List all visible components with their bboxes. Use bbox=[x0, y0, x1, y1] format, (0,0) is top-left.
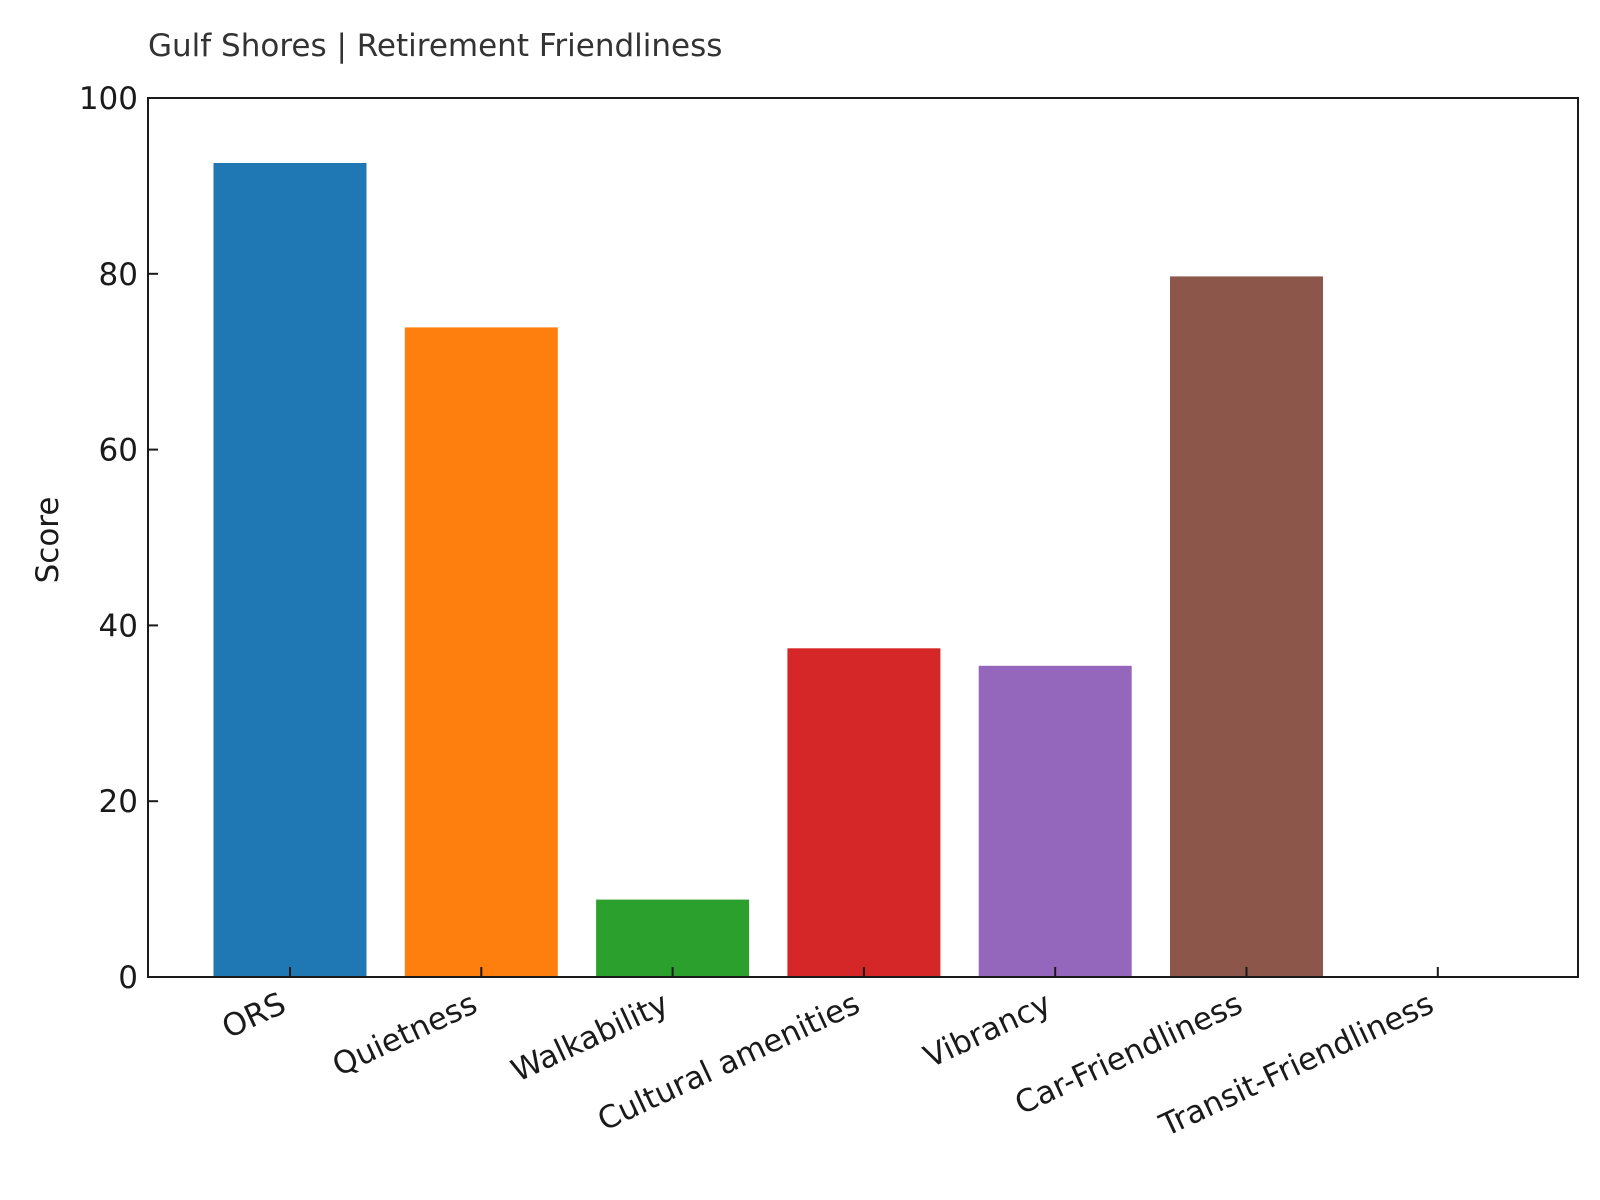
bar-vibrancy bbox=[978, 665, 1132, 977]
y-tick-label: 60 bbox=[99, 433, 138, 469]
bars-group bbox=[213, 163, 1323, 977]
bar-cultural-amenities bbox=[787, 648, 941, 977]
chart-title: Gulf Shores | Retirement Friendliness bbox=[148, 28, 722, 64]
y-tick-label: 100 bbox=[79, 81, 138, 117]
x-tick-label: Quietness bbox=[327, 986, 483, 1084]
y-tick-label: 20 bbox=[99, 784, 138, 820]
y-tick-label: 80 bbox=[99, 257, 138, 293]
x-tick-label: Vibrancy bbox=[918, 986, 1056, 1076]
y-axis-label: Score bbox=[30, 497, 66, 584]
plot-frame bbox=[147, 97, 1579, 978]
y-tick-label: 0 bbox=[118, 960, 138, 996]
x-tick-label: ORS bbox=[217, 986, 292, 1046]
y-tick-label: 40 bbox=[99, 608, 138, 644]
x-tick-label: Walkability bbox=[506, 986, 674, 1090]
bar-car-friendliness bbox=[1170, 276, 1323, 977]
y-ticks-group: 0 20 40 60 80 100 bbox=[79, 81, 158, 996]
bar-quietness bbox=[404, 327, 558, 977]
bar-ors bbox=[213, 163, 367, 977]
bar-walkability bbox=[596, 899, 750, 977]
